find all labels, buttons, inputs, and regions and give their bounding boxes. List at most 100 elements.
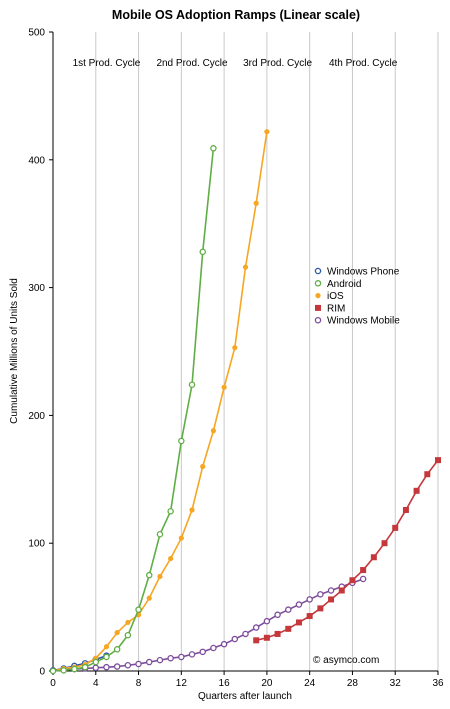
- legend-item: Windows Mobile: [314, 316, 400, 327]
- product-cycle-labels: 1st Prod. Cycle 2nd Prod. Cycle 3rd Prod. …: [73, 58, 398, 69]
- data-point: [178, 535, 184, 541]
- credit-text: © asymco.com: [313, 655, 379, 666]
- legend-item: RIM: [315, 303, 345, 314]
- y-tick-label: 200: [28, 411, 45, 422]
- data-point: [60, 667, 67, 674]
- data-point: [113, 646, 121, 653]
- data-point: [168, 555, 174, 562]
- y-tick-label: 0: [39, 667, 45, 678]
- y-tick-label: 100: [28, 539, 45, 550]
- data-point: [242, 264, 249, 270]
- data-point: [221, 384, 227, 390]
- y-axis-ticks: 0 100 200 300 400 500: [28, 28, 53, 678]
- x-tick-label: 8: [136, 678, 142, 689]
- data-point: [295, 619, 302, 626]
- data-point: [317, 591, 324, 598]
- legend-label: RIM: [327, 303, 345, 314]
- series-line: [256, 459, 439, 642]
- data-point: [327, 587, 335, 594]
- data-point: [103, 663, 110, 671]
- data-point: [435, 457, 441, 464]
- data-point: [306, 613, 313, 620]
- data-point: [188, 651, 196, 658]
- data-series: [49, 129, 441, 675]
- legend-marker: [314, 280, 322, 287]
- data-point: [103, 653, 110, 661]
- cycle-label: 4th Prod. Cycle: [329, 58, 398, 69]
- legend-item: Android: [314, 279, 361, 290]
- x-tick-label: 12: [176, 678, 188, 689]
- data-point: [210, 644, 217, 652]
- data-point: [264, 129, 270, 135]
- data-point: [210, 428, 217, 434]
- data-point: [157, 573, 163, 580]
- data-point: [252, 624, 260, 631]
- data-point: [178, 653, 185, 661]
- data-point: [370, 554, 377, 561]
- series-rim: [253, 457, 441, 644]
- data-point: [146, 595, 152, 601]
- legend-marker: [315, 304, 321, 311]
- cycle-label: 2nd Prod. Cycle: [156, 58, 228, 69]
- legend-marker: [315, 293, 321, 299]
- legend-marker: [314, 316, 322, 324]
- x-tick-label: 0: [50, 678, 56, 689]
- data-point: [359, 575, 367, 583]
- data-point: [156, 656, 164, 664]
- data-point: [413, 487, 420, 494]
- x-tick-label: 28: [347, 678, 359, 689]
- series-line: [52, 131, 268, 672]
- x-axis-ticks: 0 4 8 12 16 20 24 28 32 36: [50, 671, 444, 689]
- data-point: [424, 471, 431, 478]
- vertical-gridlines: [95, 32, 439, 671]
- data-point: [124, 631, 132, 639]
- y-axis-label: Cumulative Millions of Units Sold: [9, 278, 20, 424]
- legend-label: Windows Phone: [327, 267, 400, 278]
- x-tick-label: 24: [304, 678, 316, 689]
- cycle-label: 3rd Prod. Cycle: [243, 58, 312, 69]
- data-point: [360, 567, 367, 574]
- data-point: [71, 665, 78, 673]
- x-axis-label: Quarters after launch: [198, 691, 292, 702]
- data-point: [263, 634, 270, 641]
- data-point: [402, 506, 409, 513]
- data-point: [113, 663, 121, 670]
- data-point: [125, 619, 131, 626]
- data-point: [145, 658, 153, 666]
- data-point: [242, 630, 249, 638]
- data-point: [178, 437, 185, 445]
- data-point: [189, 507, 195, 513]
- x-tick-label: 4: [93, 678, 99, 689]
- data-point: [199, 248, 206, 256]
- data-point: [200, 463, 206, 470]
- data-point: [306, 596, 313, 603]
- legend-item: Windows Phone: [314, 267, 400, 278]
- data-point: [328, 596, 335, 603]
- y-tick-label: 500: [28, 28, 45, 39]
- data-point: [49, 667, 57, 675]
- data-point: [145, 571, 153, 579]
- data-point: [103, 644, 110, 650]
- x-tick-label: 32: [390, 678, 402, 689]
- data-point: [263, 617, 271, 625]
- cycle-label: 1st Prod. Cycle: [73, 58, 141, 69]
- data-point: [135, 606, 142, 613]
- legend-label: Windows Mobile: [327, 316, 400, 327]
- data-point: [253, 637, 260, 644]
- chart-title: Mobile OS Adoption Ramps (Linear scale): [112, 8, 360, 22]
- data-point: [274, 630, 281, 637]
- x-tick-label: 20: [261, 678, 273, 689]
- data-point: [231, 635, 239, 643]
- data-point: [114, 630, 120, 636]
- legend-marker: [314, 267, 322, 275]
- legend-label: Android: [327, 279, 361, 290]
- data-point: [338, 587, 345, 594]
- y-tick-label: 400: [28, 155, 45, 166]
- data-point: [188, 381, 196, 388]
- legend-label: iOS: [327, 291, 344, 302]
- data-point: [124, 661, 132, 669]
- data-point: [349, 577, 356, 584]
- data-point: [220, 640, 228, 648]
